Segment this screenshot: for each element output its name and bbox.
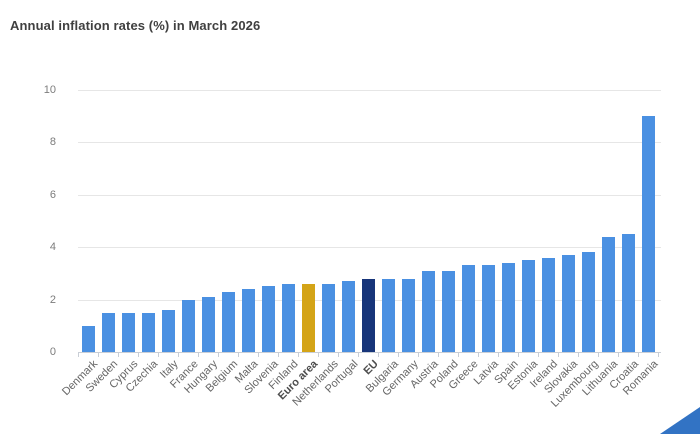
gridline-y8	[78, 142, 661, 143]
x-axis-tick	[338, 353, 339, 357]
bar-czechia[interactable]	[141, 312, 155, 352]
bar-france[interactable]	[181, 299, 195, 352]
x-axis-tick	[558, 353, 559, 357]
gridline-y10	[78, 89, 661, 91]
x-axis-tick	[578, 353, 579, 357]
bar-euro-area[interactable]	[301, 283, 315, 352]
bar-sweden[interactable]	[101, 312, 115, 352]
bar-slovakia[interactable]	[561, 254, 575, 352]
chart-title: Annual inflation rates (%) in March 2026	[10, 18, 261, 33]
bar-portugal[interactable]	[341, 281, 355, 352]
x-axis-tick	[298, 353, 299, 357]
x-axis-tick	[218, 353, 219, 357]
x-axis-tick	[498, 353, 499, 357]
x-axis-tick	[238, 353, 239, 357]
x-axis-tick	[518, 353, 519, 357]
x-axis-tick	[418, 353, 419, 357]
bar-ireland[interactable]	[541, 257, 555, 352]
x-axis-tick	[398, 353, 399, 357]
x-axis-tick	[598, 353, 599, 357]
gridline-y4	[78, 247, 661, 248]
x-axis-tick	[438, 353, 439, 357]
x-axis-tick	[318, 353, 319, 357]
bar-finland[interactable]	[281, 283, 295, 352]
bar-greece[interactable]	[461, 265, 475, 352]
x-axis-line	[78, 352, 661, 353]
y-axis-tick-label: 6	[49, 188, 56, 201]
bar-hungary[interactable]	[201, 296, 215, 352]
x-axis-tick	[78, 353, 79, 357]
x-axis-tick	[378, 353, 379, 357]
bar-latvia[interactable]	[481, 265, 495, 352]
x-axis-tick	[198, 353, 199, 357]
y-axis-tick-label: 8	[49, 136, 56, 148]
x-axis-tick	[138, 353, 139, 357]
bar-eu[interactable]	[361, 278, 375, 352]
bar-belgium[interactable]	[221, 291, 235, 352]
bar-romania[interactable]	[641, 115, 655, 352]
bar-luxembourg[interactable]	[581, 252, 595, 352]
bar-spain[interactable]	[501, 262, 515, 352]
y-axis-tick-label: 0	[49, 346, 56, 358]
x-axis-tick	[538, 353, 539, 357]
x-axis-tick	[358, 353, 359, 357]
x-axis-tick	[478, 353, 479, 357]
gridline-y6	[78, 194, 661, 196]
x-axis-tick	[618, 353, 619, 357]
bar-italy[interactable]	[161, 310, 175, 352]
bar-croatia[interactable]	[621, 233, 635, 352]
x-axis-tick	[458, 353, 459, 357]
y-axis-tick-label: 2	[49, 293, 56, 306]
y-axis-tick-label: 4	[49, 241, 56, 253]
bar-poland[interactable]	[441, 270, 455, 352]
x-axis-tick	[118, 353, 119, 357]
bar-germany[interactable]	[401, 278, 415, 352]
x-axis-tick	[658, 353, 659, 357]
x-axis-tick	[178, 353, 179, 357]
bar-denmark[interactable]	[81, 325, 95, 352]
bar-lithuania[interactable]	[601, 236, 615, 352]
bar-austria[interactable]	[421, 270, 435, 352]
x-axis-tick	[258, 353, 259, 357]
y-axis-tick-label: 10	[43, 83, 56, 96]
bar-estonia[interactable]	[521, 260, 535, 352]
bar-malta[interactable]	[241, 289, 255, 352]
x-axis-tick	[158, 353, 159, 357]
x-axis-tick	[278, 353, 279, 357]
bar-bulgaria[interactable]	[381, 278, 395, 352]
x-axis-tick	[638, 353, 639, 357]
bar-netherlands[interactable]	[321, 283, 335, 352]
bar-slovenia[interactable]	[261, 286, 275, 352]
bar-cyprus[interactable]	[121, 312, 135, 352]
x-axis-tick	[98, 353, 99, 357]
